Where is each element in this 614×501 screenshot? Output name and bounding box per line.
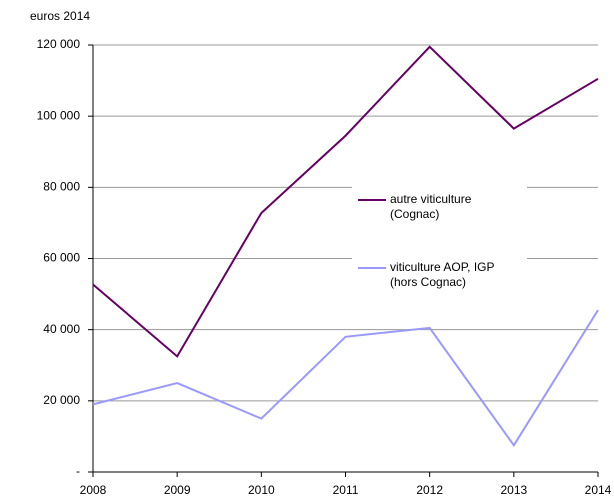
y-tick-label: 80 000 bbox=[43, 180, 80, 194]
x-tick-label: 2014 bbox=[585, 483, 612, 497]
legend-box bbox=[352, 184, 527, 302]
x-tick-label: 2011 bbox=[333, 483, 359, 497]
y-tick-label: 20 000 bbox=[43, 393, 80, 407]
y-tick-label: - bbox=[76, 464, 80, 478]
y-tick-label: 40 000 bbox=[43, 322, 80, 336]
x-tick-label: 2010 bbox=[248, 483, 275, 497]
y-tick-label: 100 000 bbox=[37, 108, 81, 122]
series-line bbox=[92, 45, 599, 358]
series-line bbox=[92, 309, 599, 448]
x-tick-label: 2012 bbox=[416, 483, 443, 497]
x-tick-label: 2008 bbox=[80, 483, 107, 497]
legend-label: autre viticulture (Cognac) bbox=[390, 192, 472, 221]
y-tick-label: 120 000 bbox=[37, 37, 81, 51]
x-tick-label: 2013 bbox=[500, 483, 527, 497]
x-tick-label: 2009 bbox=[164, 483, 191, 497]
y-tick-label: 60 000 bbox=[43, 251, 80, 265]
legend-label: viticulture AOP, IGP (hors Cognac) bbox=[390, 260, 495, 289]
y-axis-label: euros 2014 bbox=[30, 9, 90, 23]
